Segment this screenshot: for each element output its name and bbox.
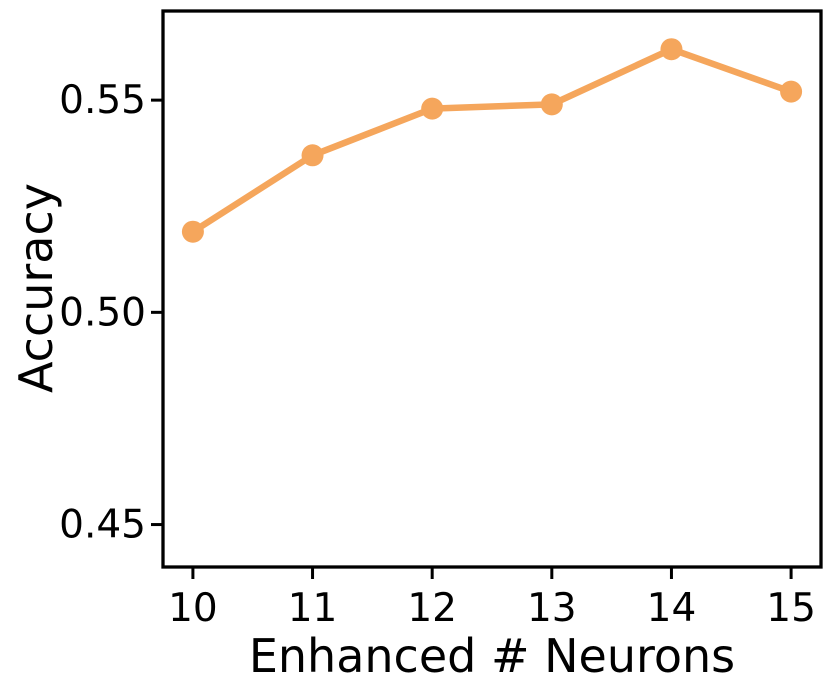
x-tick-label: 14 (647, 586, 697, 631)
data-point-marker (181, 220, 204, 243)
accuracy-line (189, 45, 795, 235)
data-point-marker (660, 38, 683, 61)
x-tick-label: 13 (527, 586, 577, 631)
data-point-marker (780, 80, 803, 103)
axis-ticks: 10 11 12 13 14 15 0.45 0.50 0.55 (59, 78, 816, 631)
x-axis-label: Enhanced # Neurons (249, 629, 735, 683)
x-tick-label: 11 (288, 586, 338, 631)
data-point-marker (301, 144, 324, 167)
plot-border (161, 9, 823, 569)
y-tick-label: 0.50 (59, 290, 146, 335)
data-point-marker (421, 97, 444, 120)
x-tick-label: 10 (168, 586, 218, 631)
x-tick-label: 12 (407, 586, 457, 631)
plot-frame (161, 9, 823, 569)
x-tick-label: 15 (766, 586, 816, 631)
data-point-marker (540, 93, 563, 116)
y-axis-label: Accuracy (9, 183, 63, 393)
y-tick-label: 0.45 (59, 503, 146, 548)
y-tick-label: 0.55 (59, 78, 146, 123)
data-series (181, 38, 803, 243)
